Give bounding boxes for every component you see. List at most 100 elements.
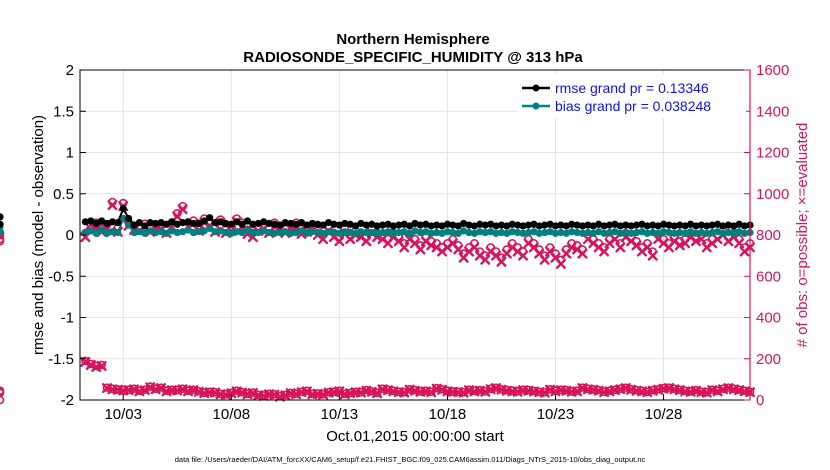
obs-evaluated-point	[480, 386, 491, 397]
rmse-point	[665, 221, 673, 229]
rmse-point	[605, 221, 614, 229]
rmse-point	[649, 221, 657, 229]
rmse-point	[713, 220, 722, 228]
obs-evaluated-point	[647, 250, 658, 261]
bias-point	[708, 228, 716, 237]
bias-point	[713, 228, 722, 236]
rmse-point	[470, 222, 479, 230]
rmse-point	[481, 221, 489, 229]
bias-point	[611, 228, 619, 236]
left-tick-label: -1.5	[48, 351, 74, 368]
bias-point	[292, 228, 300, 237]
rmse-point	[659, 220, 668, 228]
left-tick-label: 0.5	[53, 186, 74, 203]
rmse-point	[373, 222, 381, 230]
bias-point	[562, 229, 570, 237]
rmse-point	[92, 219, 100, 228]
rmse-point	[395, 221, 403, 229]
rmse-point	[189, 219, 198, 228]
rmse-point	[411, 219, 419, 228]
obs-evaluated-point	[577, 248, 588, 259]
bias-point	[114, 228, 122, 237]
bias-point	[643, 229, 651, 237]
rmse-point	[600, 222, 608, 230]
rmse-point	[384, 220, 392, 228]
rmse-point	[724, 221, 732, 229]
obs-evaluated-point	[458, 387, 469, 398]
rmse-point	[676, 221, 684, 229]
bias-point	[405, 229, 414, 237]
rmse-point	[443, 220, 452, 228]
bias-point	[400, 228, 408, 236]
right-tick-label: 0	[756, 392, 764, 409]
bias-point	[222, 228, 230, 237]
rmse-point	[703, 222, 711, 230]
series-layer	[0, 199, 755, 405]
bias-point	[211, 228, 219, 236]
bias-point	[627, 229, 635, 237]
obs-evaluated-point	[107, 200, 118, 211]
rmse-point	[297, 219, 306, 227]
bias-point	[373, 229, 381, 237]
bias-point	[568, 228, 576, 236]
x-tick-label: 10/08	[213, 406, 251, 423]
bias-point	[395, 228, 403, 237]
bias-point	[308, 228, 316, 236]
bias-point	[622, 228, 630, 237]
obs-evaluated-point	[172, 211, 183, 222]
bias-point	[578, 229, 587, 237]
obs-evaluated-point	[712, 386, 723, 397]
bias-point	[330, 228, 338, 237]
obs-evaluated-point	[129, 384, 140, 395]
bias-point	[487, 228, 495, 236]
bias-point	[541, 228, 549, 237]
bias-point	[600, 229, 608, 237]
left-tick-label: 1	[66, 145, 74, 162]
bias-point	[195, 228, 203, 236]
bias-point	[98, 226, 106, 234]
obs-evaluated-point	[80, 356, 91, 367]
right-tick-label: 1200	[756, 145, 789, 162]
rmse-point	[243, 217, 252, 225]
bias-point	[297, 227, 306, 235]
x-tick-label: 10/03	[104, 406, 142, 423]
bias-point	[638, 228, 646, 236]
bias-point	[87, 227, 95, 235]
rmse-point	[530, 220, 538, 228]
rmse-point	[351, 222, 360, 230]
bias-point	[351, 229, 360, 237]
bias-point	[303, 229, 311, 237]
rmse-point	[589, 222, 597, 230]
rmse-point	[281, 219, 289, 227]
bias-point	[92, 229, 100, 237]
left-axis-label: rmse and bias (model - observation)	[30, 115, 47, 355]
bias-point	[557, 228, 565, 237]
rmse-point	[708, 221, 716, 229]
rmse-point	[152, 219, 160, 228]
bias-point	[254, 228, 262, 237]
x-tick-label: 10/23	[537, 406, 575, 423]
right-tick-label: 1400	[756, 103, 789, 120]
obs-evaluated-point	[269, 389, 280, 400]
bias-point	[670, 229, 678, 237]
obs-evaluated-point	[415, 244, 426, 255]
bias-point	[411, 227, 419, 235]
bias-point	[524, 228, 533, 237]
bias-point	[162, 229, 171, 237]
rmse-point	[238, 220, 246, 228]
rmse-point	[254, 219, 262, 228]
bias-point	[676, 228, 684, 237]
right-axis-label: # of obs: o=possible; ×=evaluated	[794, 123, 811, 348]
obs-evaluated-point	[453, 244, 464, 255]
legend-box	[518, 74, 746, 118]
bias-point	[584, 228, 592, 237]
rmse-point	[460, 219, 468, 228]
bias-point	[206, 224, 214, 232]
bias-point	[319, 229, 327, 237]
bias-series	[0, 214, 754, 237]
rmse-point	[314, 220, 322, 228]
right-tick-label: 400	[756, 310, 781, 327]
bias-point	[135, 228, 144, 236]
rmse-point	[492, 222, 500, 230]
